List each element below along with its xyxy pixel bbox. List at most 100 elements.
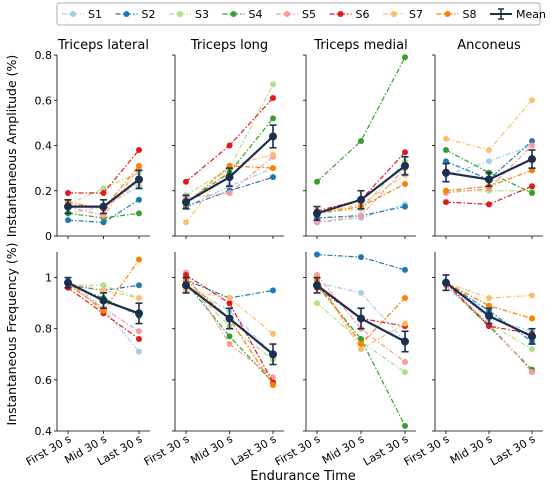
data-point (529, 97, 535, 104)
series-line (185, 272, 274, 378)
y-tick-label: 0.8 (35, 49, 53, 62)
data-point (528, 155, 536, 164)
legend-item-s1: S1 (62, 8, 102, 21)
x-tick-label: Last 30 s (229, 432, 279, 468)
data-point (529, 346, 535, 353)
y-tick-label: 0.6 (35, 374, 53, 387)
x-tick-label: Mid 30 s (448, 432, 495, 467)
data-point (270, 174, 276, 181)
series-s4 (314, 54, 408, 185)
data-point (226, 190, 233, 197)
legend-label: S6 (356, 8, 370, 21)
data-point (357, 314, 365, 323)
data-point (358, 335, 364, 342)
x-axis-title: Endurance Time (250, 469, 356, 484)
data-point (136, 335, 142, 342)
data-point (270, 94, 276, 101)
data-point (358, 346, 364, 353)
data-point (183, 219, 189, 226)
panel-amplitude-triceps-long: Triceps long (172, 38, 284, 239)
panel-title: Triceps long (190, 38, 268, 53)
data-point (358, 212, 364, 219)
data-point (529, 369, 535, 376)
legend-item-s2: S2 (115, 8, 155, 21)
data-point (485, 311, 493, 320)
legend-label: S7 (409, 8, 423, 21)
data-point (442, 278, 450, 287)
data-point (269, 132, 277, 141)
series-line (185, 274, 274, 383)
y-tick-label: 0.8 (35, 323, 53, 336)
data-point (99, 202, 108, 211)
data-point (183, 178, 189, 185)
legend-swatch-marker (391, 11, 397, 17)
data-point (270, 81, 276, 88)
data-point (64, 278, 72, 287)
data-point (529, 142, 535, 149)
data-point (402, 369, 408, 376)
data-point (402, 180, 408, 187)
legend-swatch-marker (444, 11, 451, 17)
series-mean (442, 149, 536, 188)
data-point (226, 341, 233, 348)
series-line (445, 282, 533, 342)
series-s2 (314, 251, 408, 273)
data-point (226, 142, 233, 149)
x-tick-label: Last 30 s (488, 432, 538, 468)
panel-title: Anconeus (457, 38, 521, 53)
data-point (358, 137, 364, 144)
data-point (529, 292, 535, 299)
y-tick-label: 0.4 (35, 425, 53, 438)
data-point (314, 272, 320, 279)
data-point (270, 151, 276, 158)
data-point (442, 168, 450, 177)
panel-amplitude-anconeus: Anconeus (432, 38, 543, 239)
x-tick-label: Mid 30 s (320, 432, 367, 467)
series-line (185, 282, 274, 360)
y-tick-label: 0.4 (35, 140, 53, 153)
data-point (136, 295, 142, 302)
data-point (443, 147, 449, 154)
legend-swatch-marker (337, 11, 344, 17)
data-point (402, 149, 408, 156)
x-tick-label: First 30 s (273, 432, 323, 468)
series-line (67, 167, 140, 217)
data-point (135, 309, 143, 318)
data-point (529, 137, 535, 144)
series-mean (182, 124, 277, 210)
data-point (402, 203, 408, 210)
data-point (100, 282, 107, 289)
y-tick-label: 1 (45, 272, 52, 285)
series-line (185, 165, 274, 205)
chart-panels: Triceps lateral 0 0.2 0.4 0.6 0.8 Triceps long… (24, 38, 543, 469)
data-point (402, 295, 408, 302)
data-point (182, 198, 190, 207)
panel-amplitude-triceps-medial: Triceps medial (303, 38, 416, 239)
data-point (136, 348, 142, 355)
data-point (358, 289, 364, 296)
panel-title: Triceps medial (313, 38, 407, 53)
series-s7 (443, 97, 535, 154)
legend-label: S1 (88, 8, 102, 21)
series-s6 (183, 94, 276, 185)
data-point (183, 272, 189, 279)
data-point (402, 266, 408, 273)
data-point (226, 295, 233, 302)
panel-amplitude-triceps-lateral: Triceps lateral 0 0.2 0.4 0.6 0.8 (35, 38, 150, 243)
legend-swatch-marker (177, 11, 183, 17)
data-point (443, 187, 449, 194)
legend-item-mean: Mean (490, 8, 546, 21)
series-mean (313, 156, 409, 221)
data-point (402, 320, 408, 327)
data-point (486, 158, 492, 165)
data-point (100, 287, 107, 294)
series-mean (313, 276, 409, 353)
data-point (136, 282, 142, 289)
data-point (100, 219, 107, 226)
data-point (401, 337, 409, 346)
data-point (270, 381, 276, 388)
data-point (358, 254, 364, 261)
